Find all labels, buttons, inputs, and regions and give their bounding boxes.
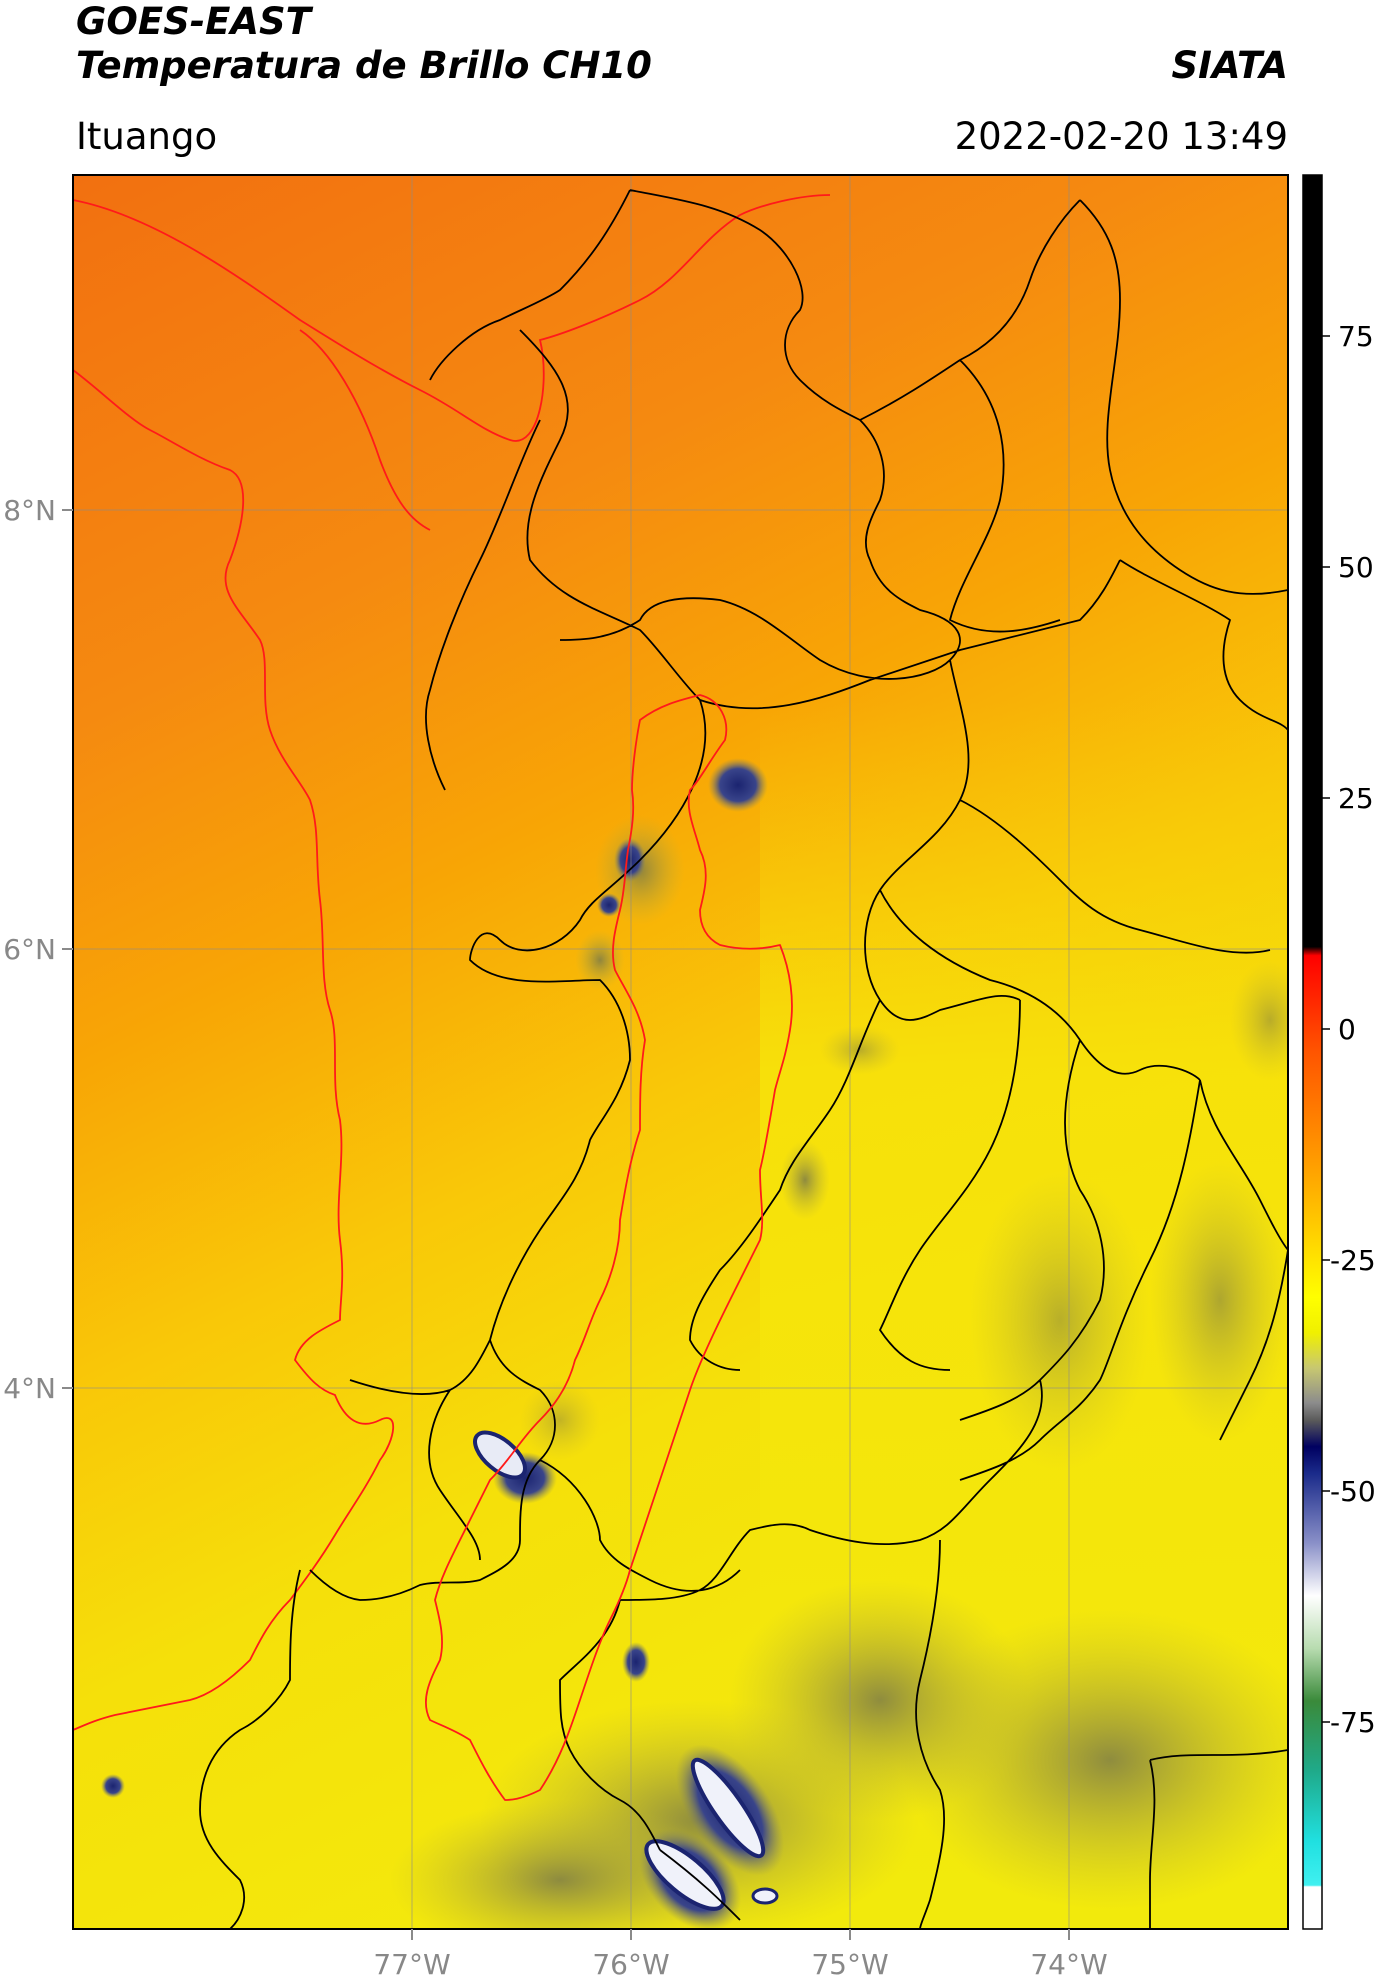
convective-cell <box>597 893 621 917</box>
colorbar: 75 50 25 0 -25 -50 -75 <box>1302 174 1376 1930</box>
lon-tick-label: 77°W <box>373 1948 450 1981</box>
cold-cloud-top <box>473 1430 527 1480</box>
cloud-patch <box>520 1380 600 1460</box>
graticule <box>73 175 1288 1929</box>
coastline <box>73 194 831 1731</box>
map-frame <box>72 174 1289 1930</box>
convective-cell <box>101 1774 125 1798</box>
colorbar-tick-label: -25 <box>1330 1244 1376 1277</box>
colorbar-tick-label: 75 <box>1338 320 1374 353</box>
cold-cloud-top <box>690 1757 766 1859</box>
lon-tick-label: 74°W <box>1030 1948 1107 1981</box>
axis-ticks <box>62 509 1070 1940</box>
lat-tick-label: 8°N <box>3 494 56 527</box>
lon-tick-label: 76°W <box>592 1948 669 1981</box>
location-label: Ituango <box>76 115 218 158</box>
colorbar-tick-label: -75 <box>1330 1706 1376 1739</box>
lat-tick-label: 6°N <box>3 933 56 966</box>
map-panel <box>73 175 1288 1929</box>
cold-cloud-top <box>751 1887 779 1905</box>
convective-cell <box>622 1642 650 1682</box>
convective-cell <box>708 758 768 812</box>
cloud-patch <box>1230 960 1288 1080</box>
cloud-patch <box>390 1800 730 1929</box>
cloud-patch <box>820 1025 900 1075</box>
borders <box>199 189 1288 1929</box>
cloud-patch <box>780 1140 830 1220</box>
satellite-title: GOES-EAST <box>76 0 311 43</box>
colorbar-tick-label: 25 <box>1338 782 1374 815</box>
product-title: Temperatura de Brillo CH10 <box>76 44 652 87</box>
convective-cell <box>614 838 646 882</box>
study-region-outline <box>425 694 793 1801</box>
cloud-patch <box>970 1170 1150 1470</box>
datetime-label: 2022-02-20 13:49 <box>954 115 1288 158</box>
organization-label: SIATA <box>1171 44 1288 87</box>
lon-tick-label: 75°W <box>811 1948 888 1981</box>
title-block: GOES-EAST Temperatura de Brillo CH10 <box>76 0 652 88</box>
colorbar-tick-label: 50 <box>1338 551 1374 584</box>
latitude-labels: 8°N 6°N 4°N <box>3 494 56 1405</box>
colorbar-tick-label: -50 <box>1330 1475 1376 1508</box>
longitude-labels: 77°W 76°W 75°W 74°W <box>373 1948 1107 1981</box>
cloud-patch <box>1150 1160 1288 1440</box>
colorbar-tick-label: 0 <box>1338 1013 1356 1046</box>
colorbar-scale <box>1302 174 1323 1930</box>
lat-tick-label: 4°N <box>3 1372 56 1405</box>
cold-cloud-top <box>644 1839 726 1911</box>
